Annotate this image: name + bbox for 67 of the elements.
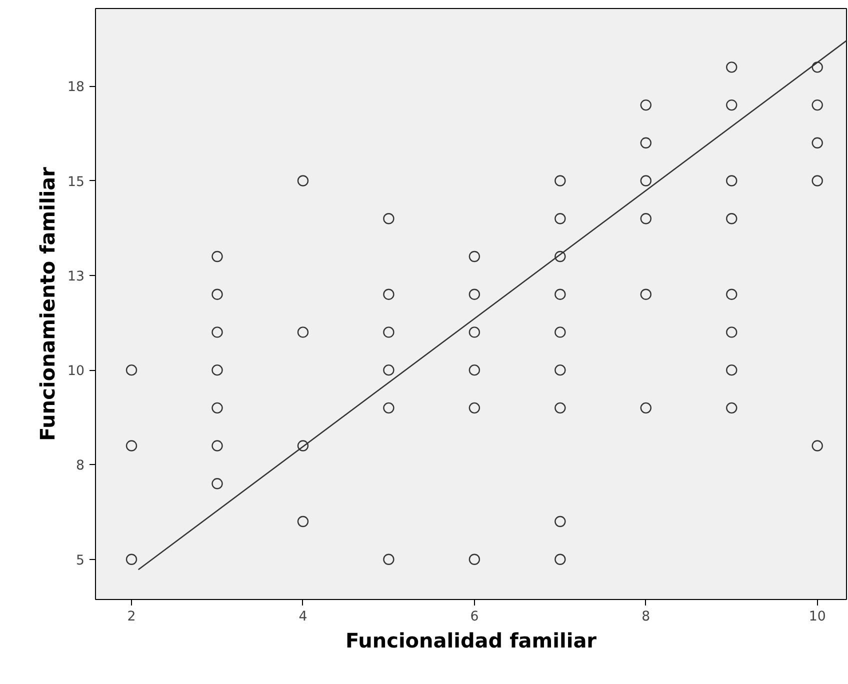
point	[726, 364, 738, 376]
point	[812, 175, 823, 186]
point	[726, 213, 738, 224]
x-tick-label: 6	[470, 610, 479, 624]
point	[726, 175, 738, 186]
x-tick-label: 10	[808, 610, 826, 624]
point	[468, 326, 480, 338]
y-axis-title: Funcionamiento familiar	[36, 166, 60, 442]
point	[383, 288, 394, 300]
point	[640, 402, 652, 414]
y-tick-label: 5	[76, 553, 85, 568]
point	[126, 364, 138, 376]
point	[383, 402, 394, 414]
point	[468, 402, 480, 414]
point	[554, 402, 566, 414]
point	[640, 288, 652, 300]
point	[212, 326, 223, 338]
point	[297, 326, 309, 338]
point	[212, 440, 223, 452]
point	[554, 175, 566, 186]
point	[297, 516, 309, 528]
point	[468, 364, 480, 376]
x-axis-title: Funcionalidad familiar	[345, 628, 597, 652]
point	[554, 288, 566, 300]
point	[383, 554, 394, 565]
point	[383, 213, 394, 224]
point	[554, 364, 566, 376]
point	[212, 478, 223, 490]
y-tick-label: 8	[76, 458, 85, 474]
point	[726, 326, 738, 338]
point	[640, 99, 652, 111]
y-tick-label: 10	[68, 364, 85, 380]
point	[640, 137, 652, 148]
point	[297, 175, 309, 186]
point	[212, 288, 223, 300]
point	[726, 402, 738, 414]
y-tick-label: 18	[68, 80, 85, 96]
point	[468, 288, 480, 300]
point	[126, 440, 138, 452]
point	[297, 440, 309, 452]
point	[812, 99, 823, 111]
x-tick-label: 8	[642, 610, 650, 624]
point	[812, 62, 823, 73]
y-tick-label: 13	[68, 269, 85, 284]
x-tick-label: 4	[298, 610, 308, 624]
point	[554, 326, 566, 338]
point	[212, 250, 223, 262]
point	[554, 554, 566, 565]
point	[468, 554, 480, 565]
y-tick-label: 15	[68, 174, 85, 190]
point	[212, 364, 223, 376]
point	[726, 288, 738, 300]
point	[212, 402, 223, 414]
point	[126, 554, 138, 565]
point	[554, 516, 566, 528]
point	[468, 250, 480, 262]
point	[812, 440, 823, 452]
x-tick-label: 2	[127, 610, 136, 624]
point	[554, 250, 566, 262]
point	[640, 175, 652, 186]
point	[726, 99, 738, 111]
point	[383, 364, 394, 376]
point	[640, 213, 652, 224]
point	[812, 137, 823, 148]
point	[383, 326, 394, 338]
point	[726, 62, 738, 73]
point	[554, 213, 566, 224]
